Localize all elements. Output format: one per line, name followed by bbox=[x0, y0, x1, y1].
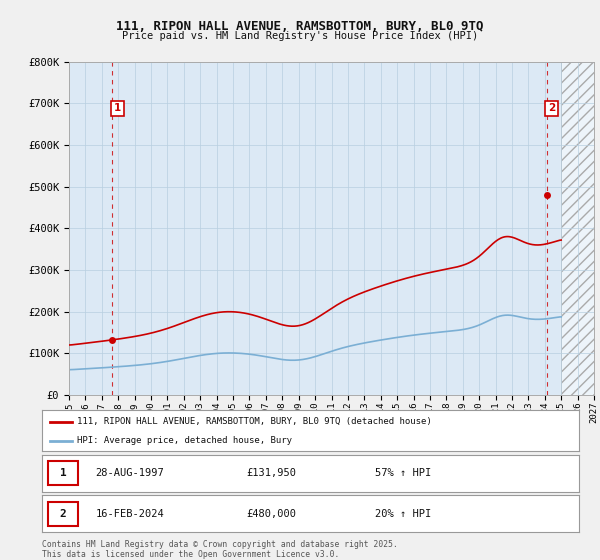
Text: 57% ↑ HPI: 57% ↑ HPI bbox=[375, 468, 431, 478]
Text: 28-AUG-1997: 28-AUG-1997 bbox=[96, 468, 164, 478]
Text: £480,000: £480,000 bbox=[246, 508, 296, 519]
Bar bbox=[561, 62, 594, 395]
Text: £131,950: £131,950 bbox=[246, 468, 296, 478]
Text: 1: 1 bbox=[114, 103, 121, 113]
Bar bbox=[561, 62, 594, 395]
Text: 111, RIPON HALL AVENUE, RAMSBOTTOM, BURY, BL0 9TQ (detached house): 111, RIPON HALL AVENUE, RAMSBOTTOM, BURY… bbox=[77, 417, 431, 426]
Text: 20% ↑ HPI: 20% ↑ HPI bbox=[375, 508, 431, 519]
Text: 2: 2 bbox=[548, 103, 555, 113]
Text: Contains HM Land Registry data © Crown copyright and database right 2025.
This d: Contains HM Land Registry data © Crown c… bbox=[42, 540, 398, 559]
FancyBboxPatch shape bbox=[49, 461, 78, 485]
Text: 2: 2 bbox=[60, 508, 67, 519]
Text: Price paid vs. HM Land Registry's House Price Index (HPI): Price paid vs. HM Land Registry's House … bbox=[122, 31, 478, 41]
Text: 1: 1 bbox=[60, 468, 67, 478]
Text: 111, RIPON HALL AVENUE, RAMSBOTTOM, BURY, BL0 9TQ: 111, RIPON HALL AVENUE, RAMSBOTTOM, BURY… bbox=[116, 20, 484, 32]
FancyBboxPatch shape bbox=[49, 502, 78, 525]
Text: HPI: Average price, detached house, Bury: HPI: Average price, detached house, Bury bbox=[77, 436, 292, 445]
Text: 16-FEB-2024: 16-FEB-2024 bbox=[96, 508, 164, 519]
